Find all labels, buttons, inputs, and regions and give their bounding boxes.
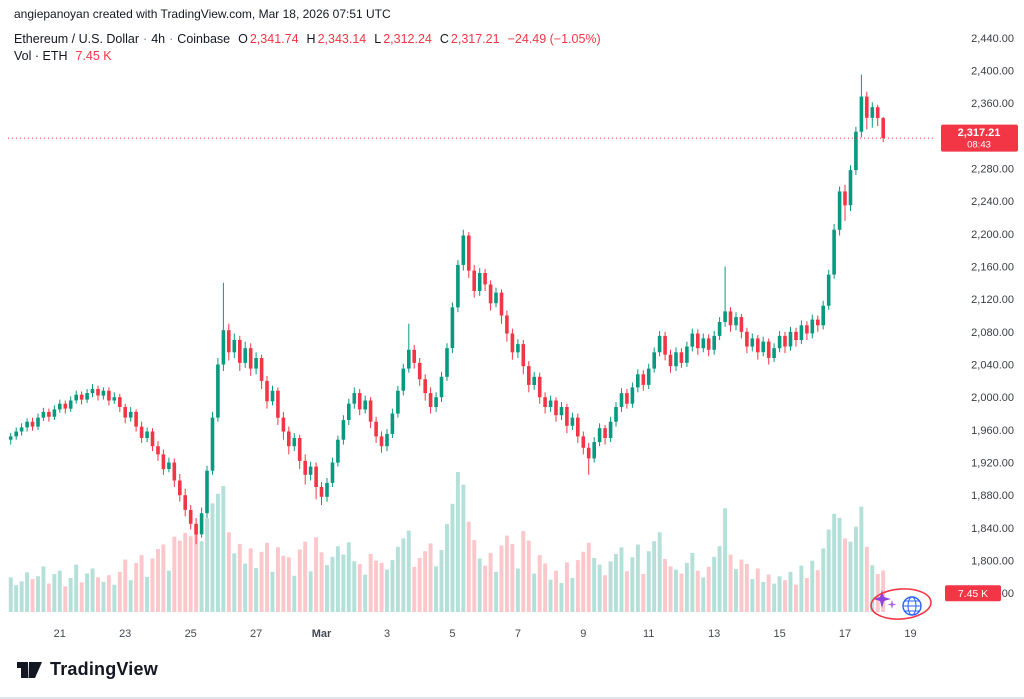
volume-value: 7.45 K: [75, 49, 112, 63]
svg-text:08:43: 08:43: [967, 140, 991, 151]
separator: ·: [169, 32, 174, 46]
ohlc-low: L 2,312.24: [374, 32, 432, 46]
svg-text:1,880.00: 1,880.00: [971, 490, 1014, 502]
attribution-text: angiepanoyan created with TradingView.co…: [14, 7, 391, 21]
svg-text:19: 19: [904, 628, 916, 640]
volume-row: Vol · ETH 7.45 K: [14, 48, 601, 65]
svg-text:1,840.00: 1,840.00: [971, 523, 1014, 535]
separator: ·: [143, 32, 148, 46]
chart-canvas[interactable]: 2,440.002,400.002,360.002,320.002,280.00…: [0, 0, 1024, 650]
candlestick-chart[interactable]: 2,440.002,400.002,360.002,320.002,280.00…: [0, 0, 1024, 650]
tradingview-logo[interactable]: TradingView: [16, 656, 158, 683]
svg-text:2,000.00: 2,000.00: [971, 392, 1014, 404]
svg-text:7.45 K: 7.45 K: [958, 588, 988, 600]
svg-text:2,440.00: 2,440.00: [971, 33, 1014, 45]
ohlc-open: O 2,341.74: [238, 32, 299, 46]
sticker-icons: [868, 586, 932, 627]
footer-bar: TradingView: [0, 648, 1024, 695]
svg-text:11: 11: [643, 628, 654, 640]
tradingview-logo-text: TradingView: [50, 659, 158, 679]
svg-text:Mar: Mar: [312, 628, 332, 640]
svg-text:1,920.00: 1,920.00: [971, 458, 1014, 470]
svg-text:17: 17: [839, 628, 851, 640]
svg-text:2,317.21: 2,317.21: [958, 127, 1001, 139]
svg-text:2,200.00: 2,200.00: [971, 229, 1014, 241]
svg-text:23: 23: [119, 628, 131, 640]
svg-text:2,280.00: 2,280.00: [971, 164, 1014, 176]
svg-text:1,960.00: 1,960.00: [971, 425, 1014, 437]
svg-text:2,360.00: 2,360.00: [971, 98, 1014, 110]
globe-sticker: [902, 596, 922, 616]
svg-text:2,240.00: 2,240.00: [971, 196, 1014, 208]
svg-text:3: 3: [384, 628, 390, 640]
svg-text:5: 5: [449, 628, 455, 640]
ohlc-high: H 2,343.14: [306, 32, 367, 46]
svg-text:13: 13: [708, 628, 720, 640]
change-value: −24.49 (−1.05%): [507, 32, 601, 46]
svg-text:25: 25: [185, 628, 197, 640]
svg-text:7: 7: [515, 628, 521, 640]
sparkle-sticker: [873, 590, 897, 609]
svg-text:27: 27: [250, 628, 262, 640]
symbol-title[interactable]: Ethereum / U.S. Dollar: [14, 32, 140, 46]
volume-label[interactable]: Vol · ETH: [14, 49, 68, 63]
red-scribble-circle: [870, 588, 932, 620]
svg-text:2,160.00: 2,160.00: [971, 262, 1014, 274]
ohlc-close: C 2,317.21: [439, 32, 500, 46]
interval-label[interactable]: 4h: [151, 32, 166, 46]
tradingview-logo-icon: [17, 662, 42, 678]
svg-text:2,120.00: 2,120.00: [971, 294, 1014, 306]
svg-text:15: 15: [773, 628, 785, 640]
svg-text:21: 21: [54, 628, 66, 640]
svg-text:2,080.00: 2,080.00: [971, 327, 1014, 339]
svg-text:2,400.00: 2,400.00: [971, 66, 1014, 78]
chart-legend: Ethereum / U.S. Dollar · 4h · Coinbase O 2,341…: [14, 31, 601, 65]
svg-text:2,040.00: 2,040.00: [971, 360, 1014, 372]
svg-text:1,800.00: 1,800.00: [971, 556, 1014, 568]
exchange-label[interactable]: Coinbase: [177, 32, 231, 46]
svg-text:9: 9: [580, 628, 586, 640]
symbol-row: Ethereum / U.S. Dollar · 4h · Coinbase O 2,341…: [14, 31, 601, 48]
